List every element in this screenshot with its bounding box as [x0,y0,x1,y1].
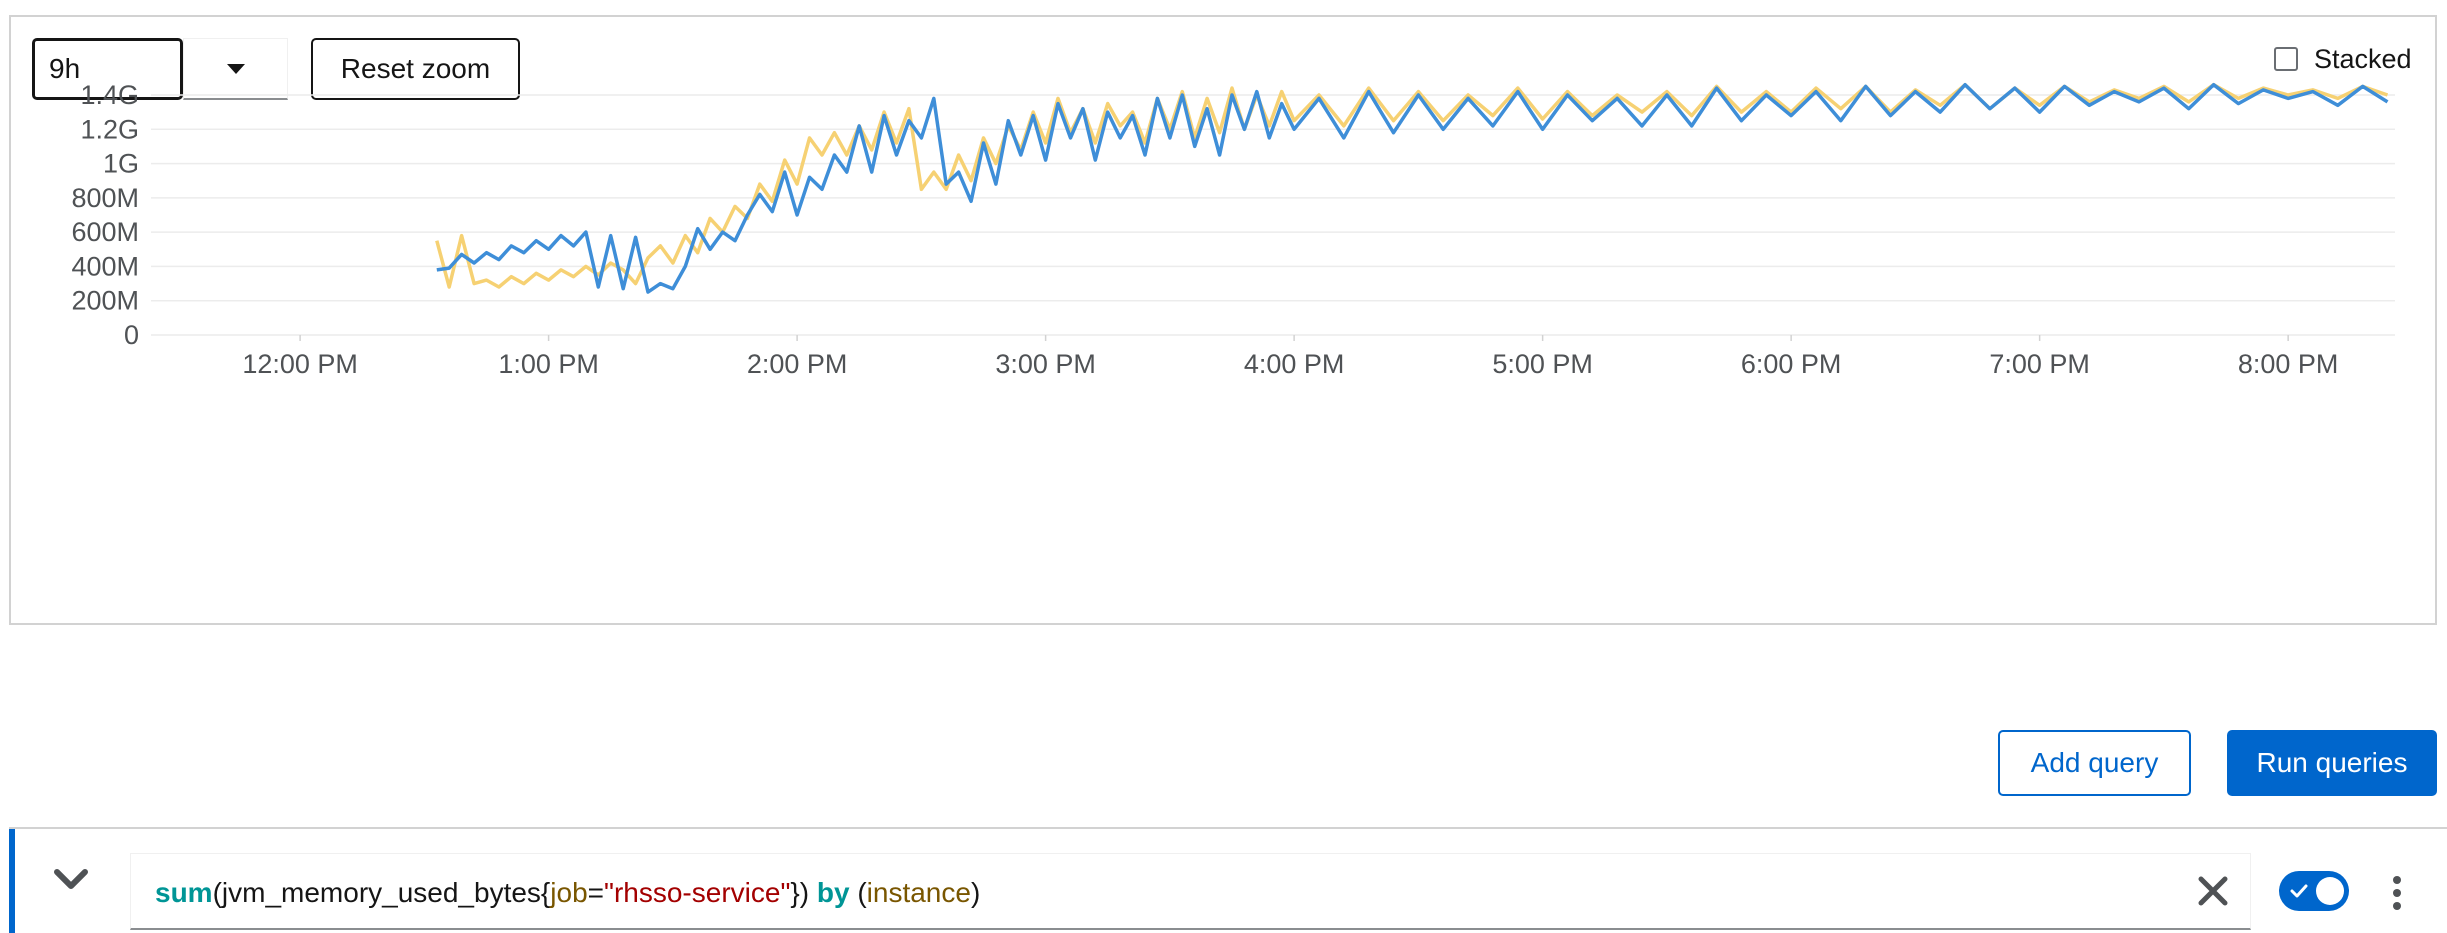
x-tick-label: 2:00 PM [747,349,848,379]
caret-down-icon [226,63,245,74]
stacked-toggle[interactable]: Stacked [2274,39,2412,79]
series-line [435,82,2389,289]
x-tick-label: 3:00 PM [995,349,1096,379]
x-tick-label: 7:00 PM [1989,349,2090,379]
query-token: ( [849,877,867,908]
run-queries-button[interactable]: Run queries [2227,730,2437,796]
query-token: "rhsso-service" [604,877,791,908]
query-enable-switch[interactable] [2279,871,2349,911]
x-tick-label: 6:00 PM [1741,349,1842,379]
times-icon[interactable] [2194,872,2232,910]
x-tick-label: 4:00 PM [1244,349,1345,379]
angle-down-icon[interactable] [49,857,93,901]
y-tick-label: 1.4G [80,80,139,110]
ellipsis-v-icon[interactable] [2387,873,2407,913]
timespan-input[interactable]: 9h [32,38,183,100]
y-tick-label: 1.2G [80,114,139,144]
query-row: sum(jvm_memory_used_bytes{job="rhsso-ser… [9,827,2447,933]
timespan-dropdown-toggle[interactable] [183,38,288,100]
y-tick-label: 200M [71,286,139,316]
graph-panel: 9h Reset zoom Stacked 0 200M 400M 600M 800M 1… [9,15,2437,625]
memory-line-chart[interactable]: 0 200M 400M 600M 800M 1G 1.2G 1.4G 12:00 PM 1:00 … [11,17,2435,623]
y-tick-label: 0 [124,320,139,350]
add-query-button[interactable]: Add query [1998,730,2191,796]
query-token: by [816,877,850,908]
y-tick-label: 800M [71,183,139,213]
x-tick-label: 1:00 PM [498,349,599,379]
query-token: = [587,877,605,908]
y-tick-label: 400M [71,251,139,281]
x-tick-label: 12:00 PM [242,349,358,379]
stacked-checkbox[interactable] [2274,47,2298,71]
reset-zoom-button[interactable]: Reset zoom [311,38,520,100]
switch-knob [2316,877,2344,905]
query-token: }) [790,877,817,908]
stacked-label: Stacked [2314,43,2412,74]
x-tick-label: 5:00 PM [1492,349,1593,379]
query-token: (jvm_memory_used_bytes{ [212,877,551,908]
check-icon [2290,884,2308,898]
query-expression: sum(jvm_memory_used_bytes{job="rhsso-ser… [155,854,980,931]
query-token: instance [866,877,971,908]
y-tick-label: 1G [103,149,139,179]
series-line [436,82,2389,294]
query-token: sum [155,877,213,908]
query-input[interactable]: sum(jvm_memory_used_bytes{job="rhsso-ser… [130,853,2251,930]
y-tick-label: 600M [71,217,139,247]
query-row-accent [9,829,15,933]
query-token: ) [970,877,981,908]
x-tick-label: 8:00 PM [2238,349,2339,379]
query-token: job [550,877,588,908]
